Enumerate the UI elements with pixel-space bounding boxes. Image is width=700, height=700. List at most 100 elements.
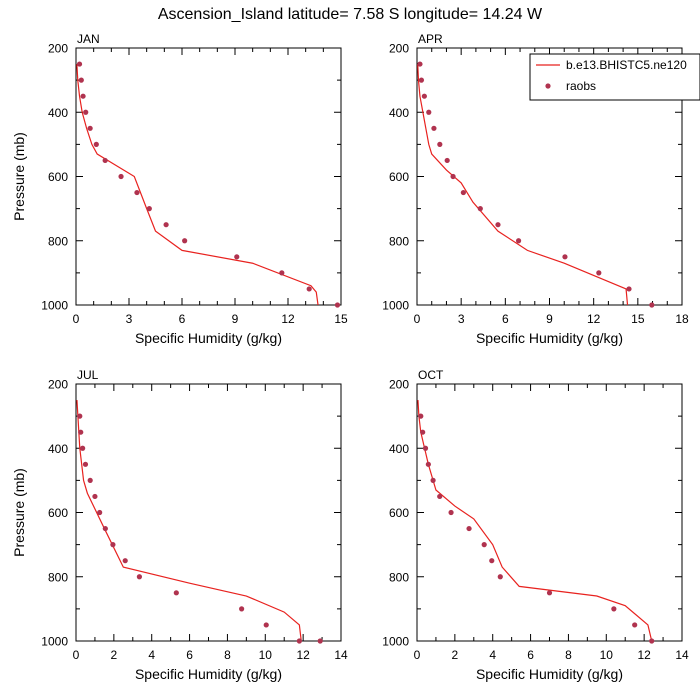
x-tick-label: 0	[414, 312, 421, 326]
raobs-point	[546, 590, 553, 596]
raobs-point	[448, 509, 454, 516]
raobs-point	[421, 93, 427, 99]
raobs-point	[444, 157, 450, 164]
model-profile-line	[417, 64, 629, 305]
x-tick-label: 4	[489, 648, 496, 662]
y-tick-label: 400	[48, 442, 68, 456]
raobs-point	[426, 109, 432, 115]
x-tick-label: 8	[565, 648, 572, 662]
raobs-point	[431, 125, 437, 131]
raobs-point	[82, 461, 89, 467]
raobs-point	[78, 429, 84, 435]
x-tick-label: 6	[186, 648, 193, 662]
raobs-point	[263, 622, 269, 628]
model-profile-line	[76, 400, 302, 641]
raobs-point	[239, 606, 245, 612]
legend-model-label: b.e13.BHISTC5.ne120	[566, 58, 687, 72]
raobs-point	[489, 558, 495, 564]
x-tick-label: 14	[675, 648, 689, 662]
raobs-point	[97, 509, 103, 516]
raobs-point	[80, 445, 86, 451]
y-tick-label: 800	[389, 570, 409, 584]
x-tick-label: 0	[73, 648, 80, 662]
raobs-point	[450, 173, 456, 180]
raobs-point	[87, 125, 93, 131]
raobs-point	[122, 558, 128, 564]
x-axis-label: Specific Humidity (g/kg)	[476, 330, 623, 346]
plot-area	[76, 64, 319, 305]
raobs-point	[77, 413, 83, 419]
raobs-point	[495, 222, 501, 228]
y-tick-label: 600	[48, 170, 68, 184]
raobs-point	[477, 206, 483, 212]
panel-jan: 200 400 600 800 1000 0 3 6 9 12 15 JAN Specific Humi…	[11, 32, 348, 346]
x-tick-label: 4	[148, 648, 155, 662]
raobs-point	[422, 445, 429, 451]
raobs-point	[515, 238, 522, 244]
raobs-point	[334, 302, 341, 308]
raobs-point	[118, 173, 124, 180]
panel-title: JAN	[77, 32, 100, 46]
y-tick-label: 400	[389, 106, 409, 120]
raobs-point	[437, 493, 443, 500]
raobs-point	[102, 157, 108, 164]
y-tick-label: 1000	[382, 299, 409, 313]
panel-title: JUL	[77, 368, 99, 382]
y-axis-label: Pressure (mb)	[11, 132, 27, 221]
raobs-point	[417, 61, 423, 67]
x-tick-label: 18	[675, 312, 689, 326]
raobs-point	[78, 77, 84, 83]
plot-frame	[75, 383, 342, 642]
x-tick-label: 14	[334, 648, 348, 662]
y-tick-label: 400	[48, 106, 68, 120]
panels-group: 2 0 0 400 600 800 1000 0 3 6 9 12 15 JAN Specific Humi…	[11, 32, 700, 682]
x-tick-label: 9	[546, 312, 553, 326]
raobs-point	[420, 429, 426, 435]
y-tick-label: 1000	[382, 635, 409, 649]
raobs-point	[626, 286, 632, 292]
raobs-point	[136, 574, 143, 580]
x-tick-label: 12	[587, 312, 601, 326]
raobs-point	[306, 286, 312, 292]
panel-title: OCT	[418, 368, 444, 382]
raobs-point	[562, 254, 568, 260]
plot-frame	[416, 383, 683, 642]
y-tick-label: 800	[48, 570, 68, 584]
raobs-point	[317, 638, 323, 644]
raobs-point	[481, 542, 487, 548]
y-tick-label: 800	[48, 234, 68, 248]
raobs-point	[146, 206, 152, 212]
raobs-point	[110, 542, 116, 548]
x-tick-label: 6	[179, 312, 186, 326]
x-tick-label: 15	[631, 312, 645, 326]
plot-area	[76, 400, 302, 641]
x-tick-label: 2	[452, 648, 459, 662]
raobs-point	[163, 222, 169, 228]
raobs-point	[430, 477, 436, 483]
x-axis-label: Specific Humidity (g/kg)	[135, 330, 282, 346]
x-tick-label: 15	[334, 312, 348, 326]
y-tick-label: 800	[389, 234, 409, 248]
x-tick-label: 9	[232, 312, 239, 326]
x-tick-label: 3	[126, 312, 133, 326]
x-tick-label: 10	[600, 648, 614, 662]
raobs-point	[418, 77, 425, 83]
raobs-point	[632, 622, 638, 628]
y-axis-label: Pressure (mb)	[11, 468, 27, 557]
raobs-point	[649, 302, 655, 308]
x-tick-label: 6	[527, 648, 534, 662]
panel-title: APR	[418, 32, 443, 46]
x-tick-label: 0	[414, 648, 421, 662]
raobs-point	[92, 493, 98, 500]
raobs-point	[234, 254, 240, 260]
raobs-point	[134, 189, 140, 196]
raobs-point	[182, 238, 188, 244]
x-tick-label: 0	[73, 312, 80, 326]
x-tick-label: 6	[502, 312, 509, 326]
raobs-point	[418, 413, 424, 419]
y-tick-label: 600	[48, 506, 68, 520]
y-tick-label: 400	[389, 442, 409, 456]
figure-title: Ascension_Island latitude= 7.58 S longit…	[158, 6, 543, 23]
raobs-point	[102, 525, 108, 532]
x-axis-label: Specific Humidity (g/kg)	[135, 666, 282, 682]
